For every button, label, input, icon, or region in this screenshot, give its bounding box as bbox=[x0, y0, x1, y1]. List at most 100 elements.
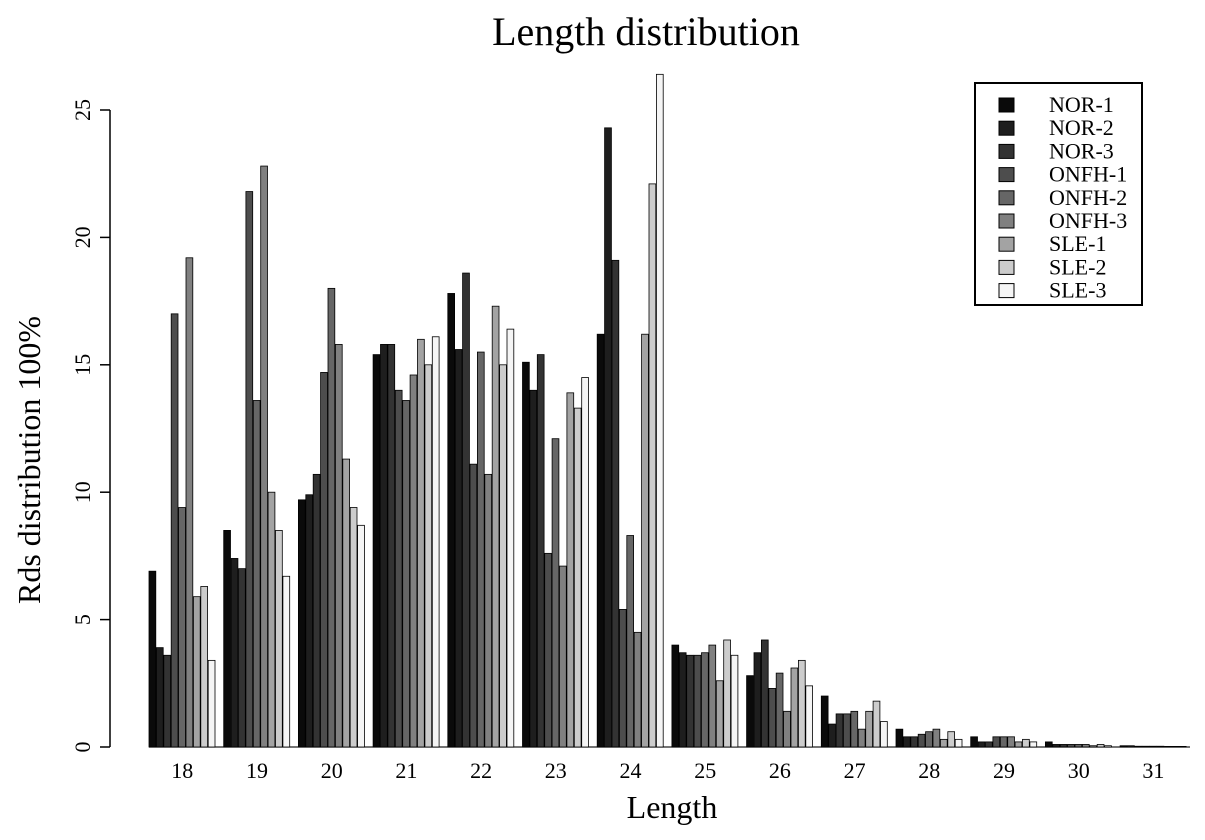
bar-sle-1-27 bbox=[865, 710, 873, 748]
legend-swatch-sle-2 bbox=[998, 259, 1015, 275]
y-tick-label: 0 bbox=[70, 742, 95, 753]
bar-onfh-1-21 bbox=[394, 389, 403, 748]
bar-sle-3-28 bbox=[954, 738, 963, 748]
x-tick-label: 20 bbox=[321, 758, 343, 783]
bar-sle-3-27 bbox=[880, 721, 888, 748]
legend-label-nor-2: NOR-2 bbox=[1049, 115, 1114, 140]
x-tick-label: 28 bbox=[918, 758, 940, 783]
bar-nor-3-18 bbox=[163, 654, 172, 748]
bar-onfh-1-22 bbox=[469, 463, 478, 748]
bar-sle-3-19 bbox=[282, 575, 291, 748]
bar-onfh-1-18 bbox=[170, 313, 179, 748]
bar-sle-2-30 bbox=[1096, 744, 1105, 748]
bar-sle-3-26 bbox=[805, 685, 813, 748]
bar-sle-1-31 bbox=[1164, 746, 1172, 748]
bar-nor-2-26 bbox=[753, 652, 762, 748]
bar-onfh-2-21 bbox=[402, 400, 410, 748]
bar-nor-3-23 bbox=[536, 354, 545, 748]
bar-nor-1-18 bbox=[148, 570, 157, 748]
bar-sle-1-26 bbox=[790, 667, 799, 748]
bar-onfh-1-24 bbox=[619, 609, 627, 748]
bar-sle-1-22 bbox=[491, 305, 500, 748]
bar-sle-2-18 bbox=[200, 586, 209, 748]
bar-onfh-3-20 bbox=[334, 344, 343, 748]
bar-nor-2-19 bbox=[230, 558, 239, 748]
bar-nor-3-22 bbox=[462, 272, 470, 748]
bar-onfh-2-28 bbox=[925, 731, 933, 748]
bar-onfh-3-23 bbox=[559, 565, 567, 748]
bar-nor-1-29 bbox=[970, 736, 978, 748]
bars-group bbox=[148, 73, 1190, 748]
bar-onfh-1-23 bbox=[544, 552, 552, 748]
bar-sle-2-31 bbox=[1171, 746, 1180, 748]
y-tick-label: 25 bbox=[70, 99, 95, 121]
bar-nor-3-28 bbox=[910, 736, 918, 748]
bar-nor-2-22 bbox=[454, 349, 463, 748]
bar-onfh-2-31 bbox=[1149, 745, 1157, 748]
bar-sle-1-18 bbox=[192, 596, 201, 748]
legend-swatch-sle-3 bbox=[998, 283, 1015, 299]
bar-onfh-3-22 bbox=[484, 473, 492, 748]
x-tick-label: 22 bbox=[470, 758, 492, 783]
x-tick-label: 26 bbox=[769, 758, 791, 783]
bar-sle-2-21 bbox=[424, 364, 433, 748]
bar-nor-3-29 bbox=[985, 741, 993, 748]
legend-swatch-nor-1 bbox=[998, 97, 1015, 113]
x-tick-label: 27 bbox=[844, 758, 866, 783]
bar-sle-1-30 bbox=[1089, 745, 1098, 748]
x-tick-label: 18 bbox=[171, 758, 193, 783]
bar-onfh-3-25 bbox=[708, 644, 717, 748]
bar-sle-3-23 bbox=[581, 377, 589, 748]
bar-sle-1-28 bbox=[940, 738, 948, 748]
bar-onfh-3-19 bbox=[260, 165, 268, 748]
bar-nor-1-24 bbox=[596, 333, 605, 748]
bar-nor-2-31 bbox=[1127, 745, 1135, 748]
y-tick-label: 20 bbox=[70, 226, 95, 248]
y-axis: 0 5 10 15 20 25 bbox=[70, 99, 111, 753]
bar-sle-2-27 bbox=[872, 700, 881, 748]
legend-swatch-onfh-1 bbox=[998, 167, 1015, 183]
legend-swatch-onfh-2 bbox=[998, 190, 1015, 206]
y-tick-label: 15 bbox=[70, 354, 95, 376]
bar-sle-2-29 bbox=[1022, 738, 1030, 748]
bar-onfh-3-26 bbox=[783, 710, 791, 748]
bar-nor-1-30 bbox=[1045, 741, 1053, 748]
bar-sle-2-22 bbox=[499, 364, 507, 748]
bar-onfh-1-27 bbox=[843, 713, 851, 748]
bar-sle-1-21 bbox=[417, 338, 425, 748]
bar-sle-2-20 bbox=[349, 507, 358, 748]
bar-onfh-2-22 bbox=[476, 351, 485, 748]
bar-onfh-2-23 bbox=[551, 438, 560, 748]
x-axis-label: Length bbox=[627, 789, 718, 825]
bar-nor-1-25 bbox=[671, 644, 680, 748]
x-tick-label: 25 bbox=[694, 758, 716, 783]
bar-onfh-2-27 bbox=[850, 710, 859, 748]
legend-swatch-sle-1 bbox=[998, 236, 1015, 252]
bar-nor-1-22 bbox=[447, 293, 455, 748]
x-tick-label: 19 bbox=[246, 758, 268, 783]
y-axis-label: Rds distribution 100% bbox=[11, 316, 47, 604]
bar-onfh-1-31 bbox=[1141, 745, 1150, 748]
bar-onfh-2-19 bbox=[252, 400, 261, 748]
bar-sle-3-21 bbox=[431, 336, 440, 748]
legend-label-onfh-1: ONFH-1 bbox=[1049, 162, 1127, 187]
bar-sle-3-31 bbox=[1178, 746, 1187, 748]
bar-nor-2-30 bbox=[1052, 744, 1061, 748]
y-tick-label: 10 bbox=[70, 481, 95, 503]
bar-onfh-3-18 bbox=[185, 257, 194, 748]
bar-onfh-1-28 bbox=[917, 733, 926, 748]
bar-nor-2-25 bbox=[678, 652, 687, 748]
bar-onfh-3-21 bbox=[409, 374, 418, 748]
x-tick-label: 24 bbox=[620, 758, 642, 783]
bar-sle-1-23 bbox=[566, 392, 575, 748]
bar-onfh-3-27 bbox=[857, 728, 866, 748]
bar-nor-3-24 bbox=[611, 259, 620, 748]
bar-nor-3-27 bbox=[835, 713, 844, 748]
bar-nor-3-19 bbox=[238, 568, 246, 748]
bar-sle-1-29 bbox=[1014, 741, 1023, 748]
bar-nor-3-20 bbox=[312, 473, 321, 748]
legend-label-sle-3: SLE-3 bbox=[1049, 278, 1106, 303]
bar-nor-1-23 bbox=[522, 361, 530, 748]
bar-onfh-1-20 bbox=[320, 372, 328, 748]
x-tick-label: 31 bbox=[1142, 758, 1164, 783]
